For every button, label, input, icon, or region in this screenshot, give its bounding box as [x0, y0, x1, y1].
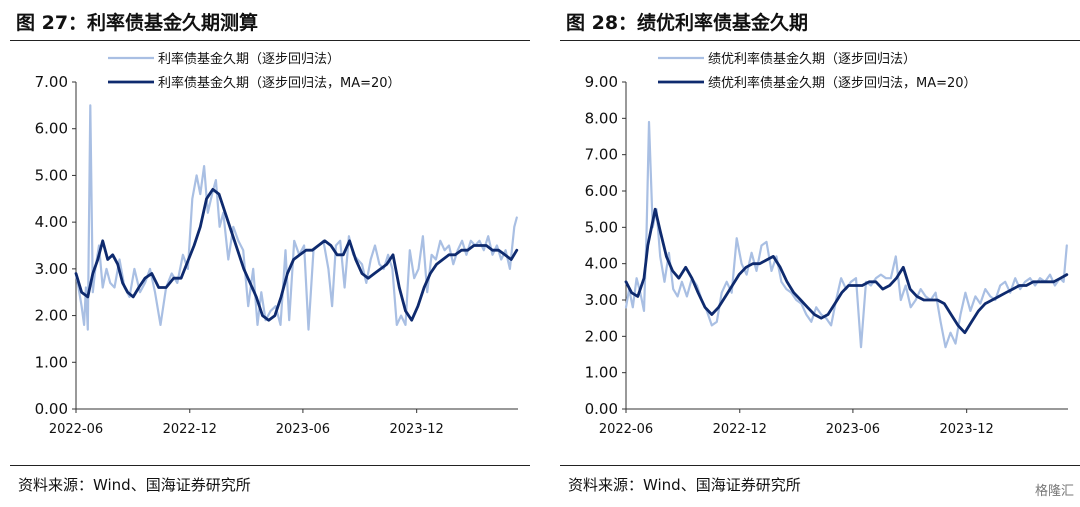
right-y-tick-label: 7.00 [585, 146, 618, 164]
left-x-tick-label: 2023-06 [276, 422, 330, 437]
right-y-tick-label: 2.00 [585, 327, 618, 345]
right-series-line-raw [624, 120, 1068, 349]
right-chart: 0.00 1.00 2.00 3.00 4.00 5.00 6.00 7.00 8.00 9.00… [585, 51, 1069, 437]
right-figure-title: 图 28：绩优利率债基金久期 [566, 12, 809, 34]
left-source-note: 资料来源：Wind、国海证券研究所 [18, 476, 251, 494]
right-y-tick-label: 9.00 [585, 73, 618, 91]
right-legend-label-ma20: 绩优利率债基金久期（逐步回归法，MA=20） [708, 75, 977, 91]
left-x-tick-label: 2022-12 [163, 422, 217, 437]
left-figure-title: 图 27：利率债基金久期测算 [16, 12, 259, 34]
left-y-tick-label: 3.00 [35, 260, 68, 278]
right-y-tick-label: 1.00 [585, 364, 618, 382]
right-legend-label-raw: 绩优利率债基金久期（逐步回归法） [708, 51, 916, 67]
left-y-tick-label: 7.00 [35, 73, 68, 91]
right-y-tick-label: 6.00 [585, 182, 618, 200]
left-series-line-raw [74, 104, 518, 331]
left-x-tick-label: 2023-12 [390, 422, 444, 437]
left-title-rule [10, 40, 530, 41]
right-source-rule [560, 465, 1080, 466]
right-x-tick-label: 2022-06 [599, 422, 653, 437]
left-figure-panel: 图 27：利率债基金久期测算 0.00 1.00 2.00 3.00 4.00 5.00 6… [10, 0, 530, 507]
right-source-note: 资料来源：Wind、国海证券研究所 [568, 476, 801, 494]
right-title-rule [560, 40, 1080, 41]
left-chart: 0.00 1.00 2.00 3.00 4.00 5.00 6.00 7.00 2022-06 2… [35, 51, 519, 437]
left-legend-label-ma20: 利率债基金久期（逐步回归法，MA=20） [158, 75, 401, 91]
left-y-tick-label: 0.00 [35, 400, 68, 418]
left-legend-label-raw: 利率债基金久期（逐步回归法） [158, 51, 340, 67]
right-y-tick-label: 0.00 [585, 400, 618, 418]
left-y-tick-label: 6.00 [35, 120, 68, 138]
left-y-tick-label: 1.00 [35, 353, 68, 371]
left-y-tick-label: 4.00 [35, 213, 68, 231]
left-y-tick-label: 5.00 [35, 166, 68, 184]
watermark-logo: 格隆汇 [1034, 484, 1074, 499]
right-y-tick-label: 4.00 [585, 255, 618, 273]
right-y-tick-label: 5.00 [585, 218, 618, 236]
right-x-tick-label: 2023-12 [940, 422, 994, 437]
left-x-tick-label: 2022-06 [49, 422, 103, 437]
right-y-tick-label: 8.00 [585, 109, 618, 127]
left-y-tick-label: 2.00 [35, 307, 68, 325]
right-x-tick-label: 2023-06 [826, 422, 880, 437]
right-figure-panel: 图 28：绩优利率债基金久期 0.00 1.00 2.00 3.00 4.00 5.00 6… [560, 0, 1080, 507]
right-series-line-ma20 [624, 207, 1069, 335]
right-x-tick-label: 2022-12 [713, 422, 767, 437]
right-y-tick-label: 3.00 [585, 291, 618, 309]
left-series-line-ma20 [74, 187, 519, 322]
left-source-rule [10, 465, 530, 466]
